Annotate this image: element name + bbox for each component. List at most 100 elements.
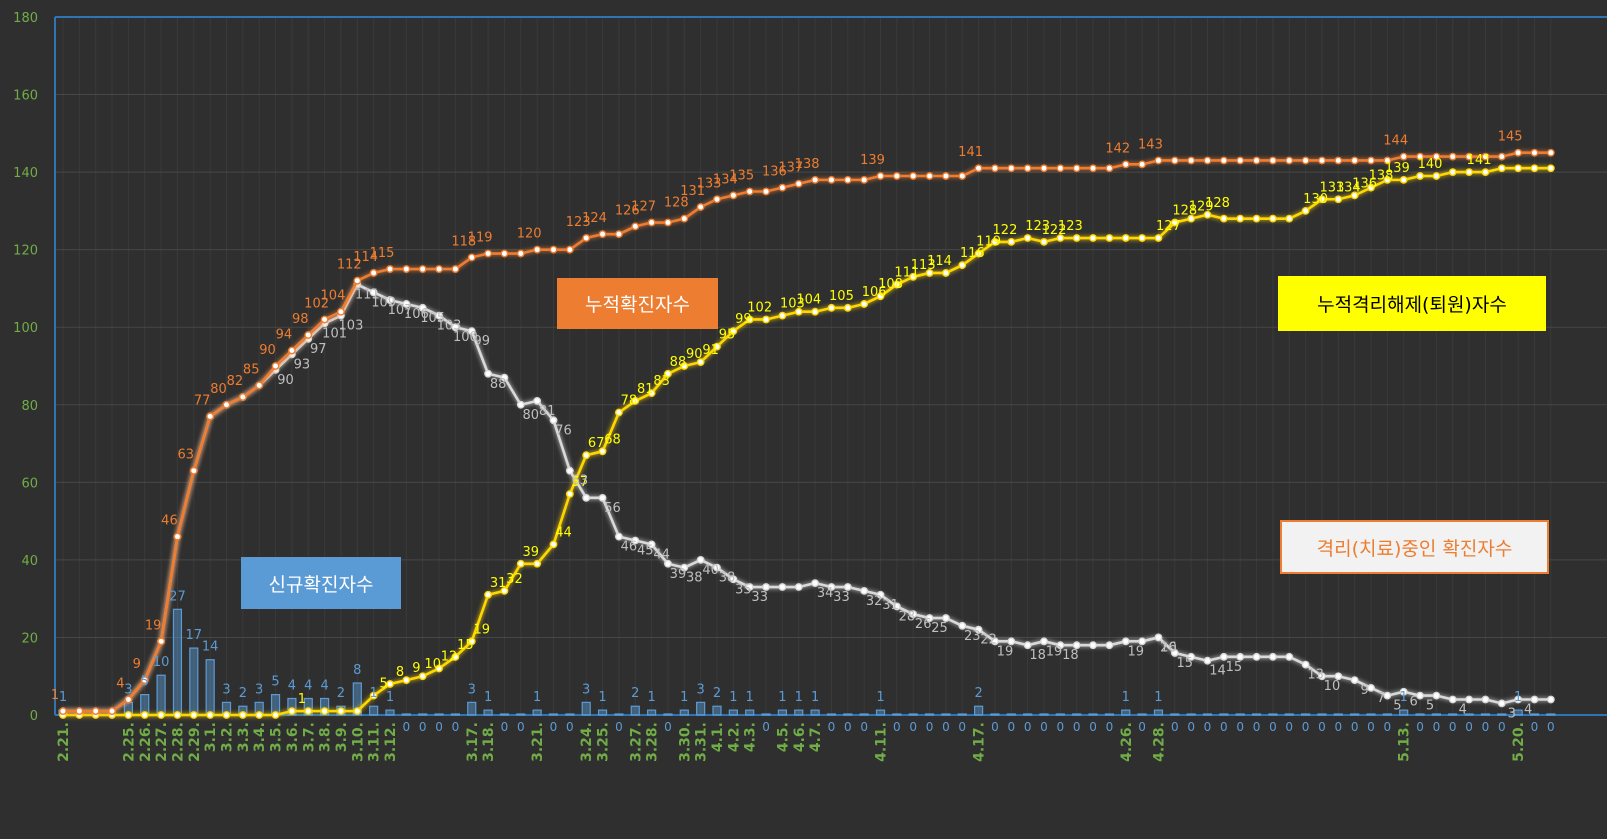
data-point xyxy=(549,245,558,254)
bar-new-cases xyxy=(1251,713,1262,716)
data-point xyxy=(1383,175,1392,184)
data-label-isolated: 33 xyxy=(833,590,850,605)
data-point xyxy=(1334,672,1343,681)
data-label-isolated: 19 xyxy=(997,644,1014,659)
data-point xyxy=(1007,637,1016,646)
bar-new-cases xyxy=(908,713,918,716)
bar-new-cases xyxy=(875,709,886,716)
data-label-cumulative: 46 xyxy=(161,514,178,529)
data-point xyxy=(451,265,460,273)
data-point xyxy=(1203,656,1212,665)
bar-new-cases xyxy=(892,713,902,716)
data-point xyxy=(1350,156,1359,165)
data-point xyxy=(549,540,558,549)
series-line xyxy=(63,166,1551,717)
bar-new-cases xyxy=(810,709,820,716)
data-label-new-zero: 0 xyxy=(926,720,934,734)
data-point xyxy=(1432,172,1441,180)
data-point xyxy=(1301,156,1310,165)
data-label-released: 90 xyxy=(686,347,703,362)
data-label-new: 3 xyxy=(468,682,476,697)
data-point xyxy=(860,175,869,184)
data-point xyxy=(369,288,378,297)
data-label-isolated: 25 xyxy=(931,621,948,636)
data-label-isolated: 88 xyxy=(490,377,507,392)
data-point xyxy=(549,416,558,425)
data-point xyxy=(696,203,705,211)
data-point xyxy=(157,637,166,646)
data-point xyxy=(467,637,476,646)
bar-new-cases xyxy=(859,713,869,716)
data-point xyxy=(1465,152,1474,161)
data-label-new: 3 xyxy=(222,682,230,697)
data-label-new-zero: 0 xyxy=(664,720,672,734)
data-point xyxy=(876,292,885,301)
data-label-released: 122 xyxy=(1042,223,1067,238)
bar-new-cases xyxy=(1366,713,1376,716)
data-point xyxy=(1448,695,1457,704)
data-point xyxy=(1236,156,1245,165)
x-tick-label: 3.5. xyxy=(269,722,285,752)
x-tick-label: 4.3. xyxy=(743,722,759,752)
data-point xyxy=(1154,234,1163,242)
data-label-new: 3 xyxy=(582,682,590,697)
data-point xyxy=(1546,148,1555,157)
bar-new-cases xyxy=(1268,713,1278,716)
bar-new-cases xyxy=(1529,713,1540,716)
x-tick-label: 2.28. xyxy=(170,722,186,762)
data-label-released: 32 xyxy=(506,572,523,587)
data-point xyxy=(1219,652,1228,661)
data-point xyxy=(958,621,967,630)
data-point xyxy=(1481,152,1490,161)
x-tick-label: 3.27. xyxy=(628,722,644,762)
data-point xyxy=(696,555,705,564)
data-label-isolated: 39 xyxy=(670,567,687,582)
data-label-isolated: 6 xyxy=(1410,695,1418,710)
data-label-new-zero: 0 xyxy=(1351,720,1359,734)
data-label-released: 122 xyxy=(993,223,1018,238)
data-label-isolated: 5 xyxy=(1393,699,1401,714)
data-point xyxy=(1203,156,1212,165)
data-point xyxy=(762,187,770,196)
data-label-released: 127 xyxy=(1156,219,1181,234)
data-label-new: 3 xyxy=(697,682,705,697)
bar-new-cases xyxy=(1202,713,1213,716)
data-point xyxy=(484,369,492,378)
bar-new-cases xyxy=(1546,713,1556,716)
data-point xyxy=(1399,687,1408,696)
data-point xyxy=(942,269,950,277)
bar-new-cases xyxy=(826,713,837,716)
data-label-isolated: 3 xyxy=(1508,706,1516,721)
data-label-released: 95 xyxy=(719,328,736,343)
data-point xyxy=(516,559,525,568)
data-label-cumulative: 135 xyxy=(729,169,754,184)
data-label-new: 1 xyxy=(370,686,378,701)
x-tick-label: 3.2. xyxy=(220,722,236,752)
data-label-new-zero: 0 xyxy=(1073,720,1081,734)
data-point xyxy=(615,408,623,417)
bar-new-cases xyxy=(532,709,542,716)
data-point xyxy=(1514,695,1523,704)
x-tick-label: 3.10. xyxy=(350,722,366,762)
data-point xyxy=(91,707,100,716)
x-tick-label: 4.2. xyxy=(726,722,742,752)
data-point xyxy=(222,400,231,409)
data-point xyxy=(1448,152,1457,161)
data-point xyxy=(1138,160,1147,169)
data-point xyxy=(745,315,754,324)
data-point xyxy=(582,493,591,502)
data-point xyxy=(598,493,607,502)
bar-new-cases xyxy=(646,709,657,716)
x-tick-label: 3.17. xyxy=(465,722,481,762)
bar-new-cases xyxy=(728,709,738,716)
data-point xyxy=(484,249,492,258)
data-label-new-zero: 0 xyxy=(1531,720,1539,734)
x-tick-label: 3.30. xyxy=(677,722,693,762)
data-point xyxy=(860,587,869,595)
data-label-released: 136 xyxy=(1352,176,1377,191)
data-label-released: 138 xyxy=(1369,169,1394,184)
data-point xyxy=(1318,156,1326,165)
data-point xyxy=(189,711,198,719)
data-point xyxy=(500,249,509,258)
data-label-cumulative: 63 xyxy=(178,448,195,463)
